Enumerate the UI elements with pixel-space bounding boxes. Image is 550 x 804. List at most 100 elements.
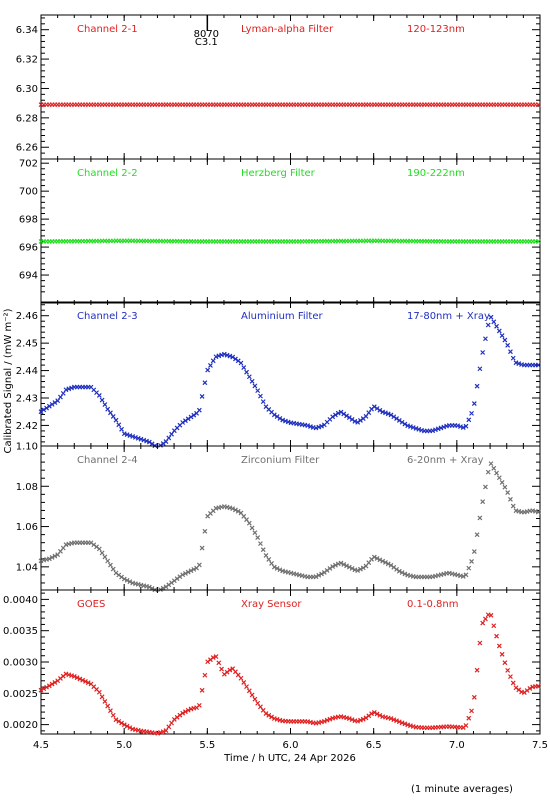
channel-label: GOES	[77, 599, 105, 610]
data-point	[96, 546, 102, 552]
data-point	[108, 410, 113, 416]
data-point	[180, 572, 186, 578]
data-point	[180, 710, 186, 716]
x-tick-label: 7.0	[449, 740, 465, 751]
data-point	[499, 333, 505, 338]
event-marker-class: C3.1	[195, 37, 218, 48]
data-point	[202, 380, 208, 386]
data-point	[127, 725, 133, 731]
data-point	[496, 475, 502, 481]
data-point	[485, 469, 491, 475]
data-point	[235, 508, 241, 514]
x-tick-label: 6.0	[283, 740, 299, 751]
data-point	[510, 355, 516, 361]
data-point	[163, 728, 169, 733]
data-point	[110, 712, 116, 718]
y-tick-label: 6.34	[16, 25, 38, 36]
data-point	[469, 558, 474, 564]
data-point	[396, 568, 402, 574]
panel-frame	[40, 445, 541, 591]
data-point	[246, 688, 252, 694]
data-point	[388, 412, 394, 418]
y-tick-label: 2.46	[16, 311, 38, 322]
data-point	[341, 562, 347, 567]
data-point	[385, 561, 391, 567]
y-tick-label: 694	[19, 271, 38, 282]
channel-label: Channel 2-3	[77, 311, 138, 322]
data-point	[52, 553, 58, 559]
data-point	[535, 362, 541, 368]
data-point	[535, 239, 541, 244]
data-point	[266, 557, 272, 562]
y-tick-label: 6.32	[16, 55, 38, 66]
data-point	[119, 426, 124, 432]
data-point	[335, 410, 341, 416]
filter-label: Herzberg Filter	[241, 168, 316, 179]
data-point	[494, 470, 499, 476]
data-point	[483, 336, 488, 342]
data-point	[196, 562, 202, 568]
data-point	[116, 422, 122, 428]
data-point	[483, 484, 488, 490]
data-point	[491, 319, 497, 325]
data-point	[263, 552, 269, 558]
x-axis-title: Time / h UTC, 24 Apr 2026	[223, 753, 356, 764]
data-point	[333, 412, 338, 418]
data-point	[244, 684, 249, 690]
data-point	[246, 374, 252, 380]
data-point	[180, 420, 186, 425]
data-point	[44, 405, 49, 411]
channel-label: Channel 2-1	[77, 24, 138, 35]
panel-frame	[40, 158, 541, 304]
data-point	[185, 569, 191, 575]
data-point	[199, 687, 205, 693]
data-point	[124, 577, 130, 583]
data-point	[227, 353, 233, 359]
data-point	[371, 404, 377, 410]
data-point	[213, 654, 219, 659]
data-point	[144, 438, 149, 444]
data-point	[110, 566, 116, 572]
data-point	[163, 439, 169, 444]
band-label: 120-123nm	[407, 24, 465, 35]
data-point	[466, 565, 472, 571]
data-point	[460, 574, 466, 579]
data-point	[535, 102, 541, 108]
data-point	[146, 584, 152, 590]
data-point	[260, 547, 266, 553]
data-point	[185, 707, 191, 713]
data-point	[502, 484, 508, 490]
data-point	[402, 421, 408, 427]
band-label: 190-222nm	[407, 168, 465, 179]
panel-5	[38, 589, 541, 736]
data-point	[394, 566, 399, 572]
data-point	[55, 398, 61, 404]
data-point	[321, 718, 327, 724]
y-tick-label: 698	[19, 215, 38, 226]
data-point	[99, 694, 105, 700]
data-point	[527, 685, 533, 691]
data-point	[358, 717, 363, 723]
data-point	[85, 680, 91, 686]
data-point	[105, 406, 111, 412]
data-point	[208, 363, 213, 368]
data-point	[241, 680, 247, 685]
data-point	[146, 439, 152, 445]
data-point	[238, 360, 244, 366]
data-point	[49, 555, 55, 560]
data-point	[188, 414, 194, 420]
y-axis-title: Calibrated Signal / (mW m⁻²)	[3, 308, 14, 453]
data-point	[460, 425, 466, 430]
data-point	[360, 716, 366, 722]
data-point	[216, 660, 222, 666]
data-point	[99, 550, 105, 556]
x-tick-label: 5.0	[116, 740, 132, 751]
y-tick-label: 6.28	[16, 113, 38, 124]
data-point	[477, 366, 483, 372]
data-point	[149, 441, 155, 447]
data-point	[230, 506, 236, 512]
data-point	[480, 620, 486, 626]
data-point	[319, 571, 324, 577]
data-point	[463, 423, 469, 429]
